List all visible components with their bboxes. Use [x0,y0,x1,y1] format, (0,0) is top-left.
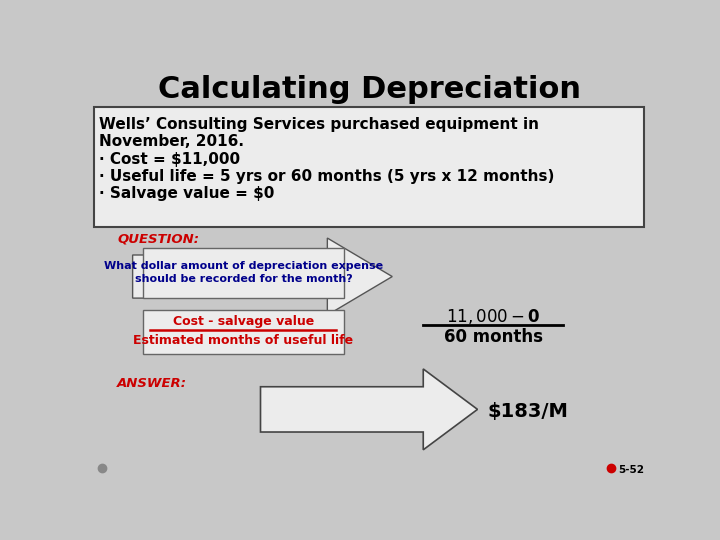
Text: What dollar amount of depreciation expense: What dollar amount of depreciation expen… [104,261,383,271]
Text: · Useful life = 5 yrs or 60 months (5 yrs x 12 months): · Useful life = 5 yrs or 60 months (5 yr… [99,168,554,184]
FancyBboxPatch shape [143,248,344,298]
Text: Estimated months of useful life: Estimated months of useful life [133,334,354,347]
Text: Calculating Depreciation: Calculating Depreciation [158,75,580,104]
Text: $11,000 - $0: $11,000 - $0 [446,307,540,326]
Polygon shape [261,369,477,450]
Text: · Cost = $11,000: · Cost = $11,000 [99,152,240,167]
Polygon shape [132,238,392,315]
Text: November, 2016.: November, 2016. [99,134,244,149]
Text: Cost - salvage value: Cost - salvage value [173,315,314,328]
FancyBboxPatch shape [94,107,644,226]
Text: 60 months: 60 months [444,328,542,346]
Text: should be recorded for the month?: should be recorded for the month? [135,274,352,284]
Text: 5-52: 5-52 [618,465,644,475]
Text: Wells’ Consulting Services purchased equipment in: Wells’ Consulting Services purchased equ… [99,117,539,132]
FancyBboxPatch shape [143,309,344,354]
Text: QUESTION:: QUESTION: [117,233,199,246]
Text: $183/M: $183/M [487,402,568,421]
Text: ANSWER:: ANSWER: [117,377,187,390]
Text: · Salvage value = $0: · Salvage value = $0 [99,186,274,201]
